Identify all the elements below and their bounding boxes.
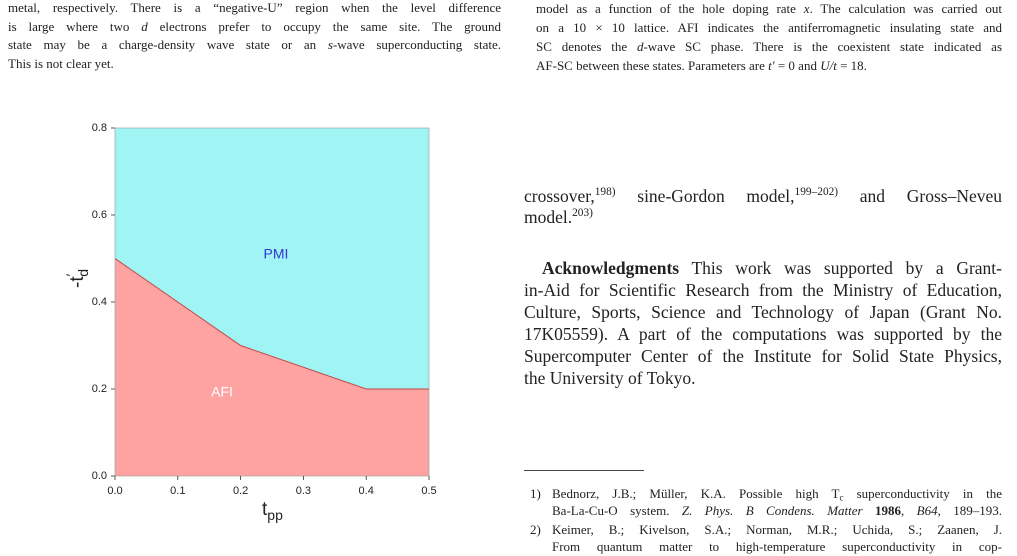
text: metal, respectively. There is a “negativ… [8, 0, 501, 15]
ref-line: Bednorz, J.B.; Müller, K.A. Possible hig… [552, 485, 1002, 503]
y-tick-label: 0.6 [92, 209, 107, 221]
text: -wave superconducting state. [332, 37, 501, 52]
text: electrons prefer to occupy the same site… [147, 19, 501, 34]
x-tick-label: 0.4 [359, 485, 374, 497]
ref-line: From quantum matter to high-temperature … [552, 538, 1002, 556]
caption-line: on a 10 × 10 lattice. AFI indicates the … [536, 19, 1002, 37]
region-label: AFI [211, 384, 233, 400]
y-tick-label: 0.4 [92, 296, 107, 308]
y-axis-label-base: -t [67, 276, 88, 288]
text: 2) [530, 522, 541, 537]
citation: 198) [594, 186, 616, 199]
text: 1986 [874, 503, 901, 518]
text: superconductivity in the [843, 486, 1002, 501]
text: This is not clear yet. [8, 56, 114, 71]
text: s [327, 37, 333, 52]
citation: 199–202) [794, 186, 839, 199]
text: . The calculation was carried out [809, 1, 1002, 16]
text-line: state may be a charge-density wave state… [8, 36, 501, 54]
text: 1) [530, 486, 541, 501]
boundary-line [114, 258, 429, 390]
text: = 18. [836, 58, 867, 73]
text: = 0 and [774, 58, 821, 73]
text: Z. Phys. B Condens. Matter [681, 503, 863, 518]
x-tick-label: 0.5 [421, 485, 436, 497]
x-tick-label: 0.0 [107, 485, 122, 497]
text-line: metal, respectively. There is a “negativ… [8, 0, 501, 17]
x-axis-label: tpp [262, 499, 283, 523]
ack-line: Culture, Sports, Science and Technology … [524, 301, 1002, 323]
ref-number: 1) [530, 485, 541, 503]
body-line: crossover,198) sine-Gordon model,199–202… [524, 185, 1002, 207]
ack-line: in-Aid for Scientific Research from the … [524, 279, 1002, 301]
text: in-Aid for Scientific Research from the … [524, 280, 1002, 300]
y-tick-label: 0.8 [92, 122, 107, 134]
ack-line: 17K05559). A part of the computations wa… [524, 323, 1002, 345]
x-tick-label: 0.3 [296, 485, 311, 497]
ack-line: Acknowledgments This work was supported … [542, 257, 1002, 279]
ack-line: the University of Tokyo. [524, 367, 1002, 389]
x-axis-label-sub: pp [267, 507, 283, 523]
text: the University of Tokyo. [524, 368, 696, 388]
text: Bednorz, J.B.; Müller, K.A. Possible hig… [552, 486, 840, 501]
text [863, 503, 875, 518]
text: From quantum matter to high-temperature … [552, 539, 1002, 554]
heading: Acknowledgments [542, 258, 680, 278]
text: Ba-La-Cu-O system. [552, 503, 682, 518]
text-line: is large where two d electrons prefer to… [8, 18, 501, 36]
text: This work was supported by a Grant- [679, 258, 1002, 278]
text: state may be a charge-density wave state… [8, 37, 328, 52]
body-line: model.203) [524, 206, 1002, 228]
ref-line: Ba-La-Cu-O system. Z. Phys. B Condens. M… [552, 502, 1002, 520]
x-tick-label: 0.1 [170, 485, 185, 497]
text: -wave SC phase. There is the coexistent … [643, 39, 1003, 54]
text: crossover, [524, 186, 595, 206]
ref-number: 2) [530, 521, 541, 539]
text: B64 [916, 503, 938, 518]
text: and Gross–Neveu [838, 186, 1002, 206]
y-axis-label-sup: ′ [63, 273, 79, 276]
y-tick-label: 0.0 [92, 470, 107, 482]
chart: 0.0 0.1 0.2 0.3 0.4 0.5 0.0 0.2 0.4 0.6 0.8 tpp -t′d… [63, 122, 437, 523]
text: model. [524, 207, 573, 227]
text: model as a function of the hole doping r… [536, 1, 804, 16]
region-label: PMI [264, 246, 289, 262]
y-axis-label: -t′d [63, 269, 91, 288]
text: sine-Gordon model, [615, 186, 795, 206]
caption-line: SC denotes the d-wave SC phase. There is… [536, 38, 1002, 56]
ref-line: Keimer, B.; Kivelson, S.A.; Norman, M.R.… [552, 521, 1002, 539]
text: , 189–193. [937, 503, 1002, 518]
ack-line: Supercomputer Center of the Institute fo… [524, 345, 1002, 367]
text: t′ [768, 58, 775, 73]
y-axis-label-sub: d [75, 269, 91, 277]
y-tick-label: 0.2 [92, 383, 107, 395]
text: Culture, Sports, Science and Technology … [524, 302, 1002, 322]
text: AF-SC between these states. Parameters a… [536, 58, 769, 73]
text-line: This is not clear yet. [8, 55, 501, 73]
footnote-rule [524, 470, 644, 471]
text: SC denotes the [536, 39, 637, 54]
text: U/t [820, 58, 837, 73]
text: c [839, 492, 844, 503]
text: Supercomputer Center of the Institute fo… [524, 346, 1002, 366]
text: Keimer, B.; Kivelson, S.A.; Norman, M.R.… [552, 522, 1002, 537]
citation: 203) [572, 207, 593, 220]
caption-line: model as a function of the hole doping r… [536, 0, 1002, 18]
x-axis-label-base: t [262, 499, 268, 520]
text: 17K05559). A part of the computations wa… [524, 324, 1002, 344]
x-tick-label: 0.2 [233, 485, 248, 497]
caption-line: AF-SC between these states. Parameters a… [536, 57, 1002, 75]
text: on a 10 × 10 lattice. AFI indicates the … [536, 20, 1002, 35]
text: x [803, 1, 810, 16]
text: d [636, 39, 644, 54]
text: , [900, 503, 917, 518]
text: d [141, 19, 148, 34]
text: is large where two [8, 19, 142, 34]
